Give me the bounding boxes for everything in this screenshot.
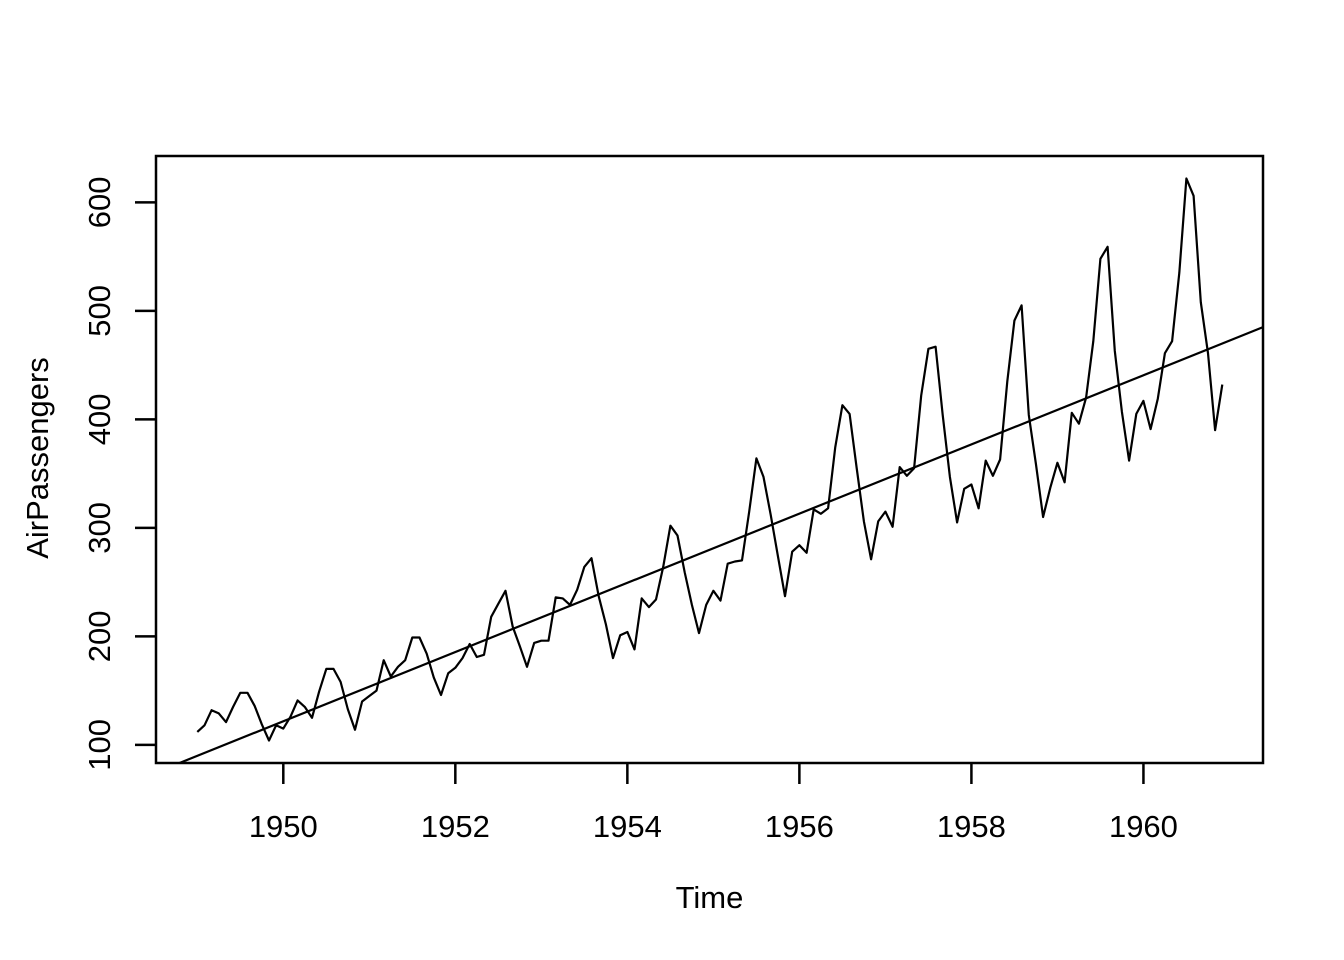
x-axis-title: Time	[676, 880, 744, 915]
x-tick-label: 1952	[421, 809, 490, 844]
y-tick-label: 200	[82, 611, 117, 663]
x-tick-label: 1956	[765, 809, 834, 844]
plot-lines	[179, 177, 1264, 765]
x-tick-label: 1960	[1109, 809, 1178, 844]
y-tick-label: 300	[82, 502, 117, 554]
y-axis-title: AirPassengers	[20, 357, 55, 559]
x-tick-label: 1950	[249, 809, 318, 844]
x-axis-ticks: 1950 1952 1954 1956 1958 1960	[249, 763, 1178, 844]
x-tick-label: 1958	[937, 809, 1006, 844]
y-tick-label: 100	[82, 719, 117, 771]
y-tick-label: 600	[82, 176, 117, 228]
y-tick-label: 400	[82, 393, 117, 445]
x-tick-label: 1954	[593, 809, 662, 844]
y-axis-ticks: 100 200 300 400 500 600	[82, 176, 156, 771]
y-tick-label: 500	[82, 285, 117, 337]
series-line	[196, 177, 1224, 742]
trend-line	[179, 326, 1264, 765]
plot-frame	[154, 154, 1265, 765]
